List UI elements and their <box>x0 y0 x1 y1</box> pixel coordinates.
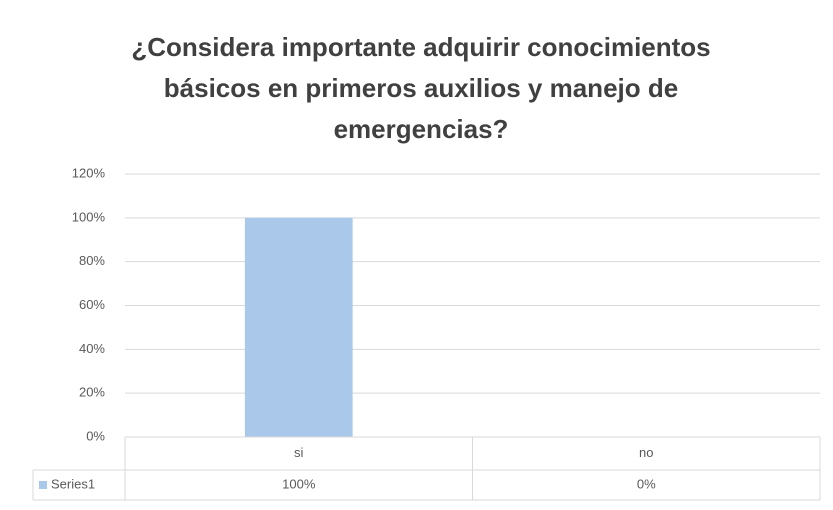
y-tick-label: 60% <box>79 297 105 312</box>
bar <box>244 217 353 437</box>
y-tick-label: 40% <box>79 341 105 356</box>
legend-label: Series1 <box>51 476 95 491</box>
table-value: 0% <box>637 476 656 491</box>
x-tick-label: si <box>294 445 304 460</box>
chart-title: ¿Considera importante adquirir conocimie… <box>131 32 711 144</box>
y-tick-label: 100% <box>72 209 106 224</box>
legend-key <box>39 481 47 489</box>
table-value: 100% <box>282 476 316 491</box>
y-tick-label: 0% <box>86 428 105 443</box>
y-tick-label: 20% <box>79 385 105 400</box>
y-tick-label: 120% <box>72 165 106 180</box>
y-tick-label: 80% <box>79 253 105 268</box>
x-tick-label: no <box>639 445 653 460</box>
